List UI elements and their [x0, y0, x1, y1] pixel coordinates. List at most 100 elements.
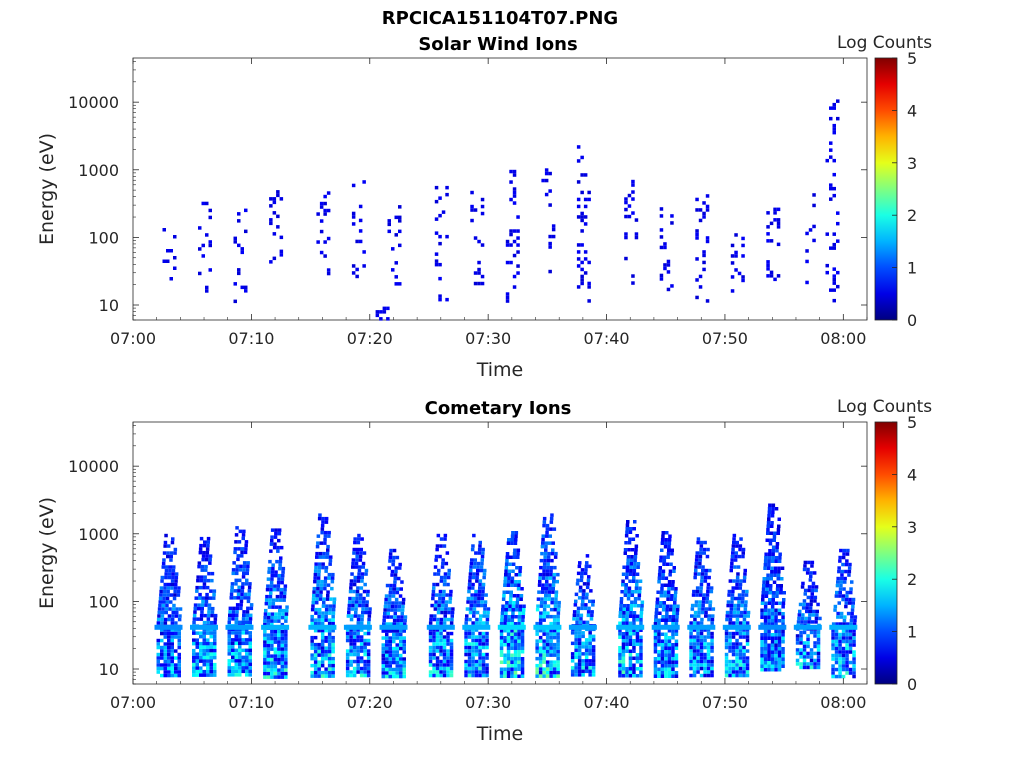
burst-cell [510, 653, 514, 657]
burst-cell [319, 541, 324, 545]
burst-cell [622, 604, 627, 608]
burst-cell [545, 614, 550, 619]
burst-cell [391, 559, 396, 563]
burst-cell [387, 229, 391, 234]
burst-cell [201, 254, 205, 258]
y-tick-label: 10 [99, 660, 119, 679]
burst-cell [735, 617, 740, 622]
burst-cell [770, 615, 775, 619]
burst-cell [802, 602, 806, 607]
burst-cell [356, 670, 360, 674]
burst-cell [276, 549, 280, 553]
burst-cell [474, 621, 479, 625]
burst-cell [639, 635, 643, 639]
burst-cell [467, 582, 472, 587]
burst-cell [284, 615, 288, 620]
burst-cell [517, 615, 522, 619]
burst-cell [625, 667, 629, 671]
burst-cell [505, 239, 510, 244]
burst-cell [807, 560, 811, 565]
burst-cell [277, 577, 281, 581]
burst-cell [272, 545, 277, 550]
burst-cell [314, 607, 318, 612]
burst-cell [443, 572, 448, 576]
burst-cell [833, 608, 837, 612]
burst-cell [173, 256, 177, 260]
burst-cell [356, 547, 360, 552]
burst-cell [170, 586, 174, 590]
burst-cell [657, 573, 662, 577]
burst-band [722, 624, 751, 630]
burst-cell [205, 233, 209, 237]
burst-cell [795, 641, 800, 645]
burst-cell [542, 520, 547, 524]
burst-cell [774, 668, 778, 672]
burst-cell [317, 565, 322, 570]
burst-cell [162, 596, 166, 601]
burst-cell [353, 540, 357, 545]
burst-cell [766, 274, 770, 278]
burst-cell [517, 629, 521, 633]
burst-cell [672, 608, 676, 612]
burst-cell [473, 603, 477, 608]
burst-cell [207, 603, 212, 607]
burst-cell [696, 652, 700, 657]
burst-cell [322, 597, 326, 601]
burst-cell [699, 589, 703, 594]
burst-cell [581, 659, 585, 663]
burst-cell [213, 662, 217, 667]
burst-cell [174, 628, 178, 632]
burst-cell [512, 239, 517, 244]
colorbar-tick-label: 3 [907, 154, 917, 173]
burst-cell [542, 642, 546, 647]
burst-cell [205, 592, 209, 597]
burst-cell [273, 633, 278, 637]
burst-cell [486, 610, 490, 615]
burst-cell [428, 652, 433, 657]
burst-cell [628, 530, 633, 534]
burst-cell [738, 652, 743, 657]
burst-cell [428, 628, 433, 632]
burst-cell [310, 607, 315, 612]
burst-cell [656, 590, 660, 594]
burst-cell [661, 569, 666, 573]
burst-cell [669, 604, 673, 608]
burst-cell [517, 622, 521, 626]
burst-cell [399, 664, 403, 668]
burst-cell [781, 612, 785, 616]
burst-cell [695, 208, 699, 212]
burst-cell [442, 656, 447, 660]
burst-cell [745, 666, 750, 671]
burst-cell [388, 653, 392, 658]
burst-cell [314, 611, 318, 615]
burst-cell [227, 631, 231, 635]
x-ticks: 07:00 07:10 07:20 07:30 07:40 07:50 08:00 [110, 58, 868, 348]
burst-cell [654, 611, 659, 615]
burst-cell [192, 638, 196, 642]
burst-cell [841, 650, 846, 654]
burst-cell [542, 656, 546, 661]
burst-cell [552, 653, 557, 657]
burst-cell [802, 599, 807, 603]
burst-cell [392, 629, 396, 633]
burst-cell [238, 631, 242, 635]
burst-cell [770, 640, 775, 644]
burst-cell [467, 656, 472, 660]
burst-cell [398, 601, 402, 605]
burst-cell [441, 561, 445, 566]
burst-cell [430, 603, 434, 608]
burst-cell [577, 652, 582, 656]
burst-cell [245, 659, 249, 663]
burst-cell [384, 594, 389, 598]
burst-cell [267, 570, 271, 574]
burst-cell [444, 600, 449, 604]
burst-cell [444, 607, 448, 611]
burst-cell [741, 236, 745, 241]
burst-cell [327, 649, 332, 654]
burst-cell [583, 222, 588, 226]
burst-cell [811, 585, 815, 589]
burst-cell [280, 636, 285, 641]
burst-cell [578, 561, 582, 565]
burst-cell [446, 642, 450, 646]
